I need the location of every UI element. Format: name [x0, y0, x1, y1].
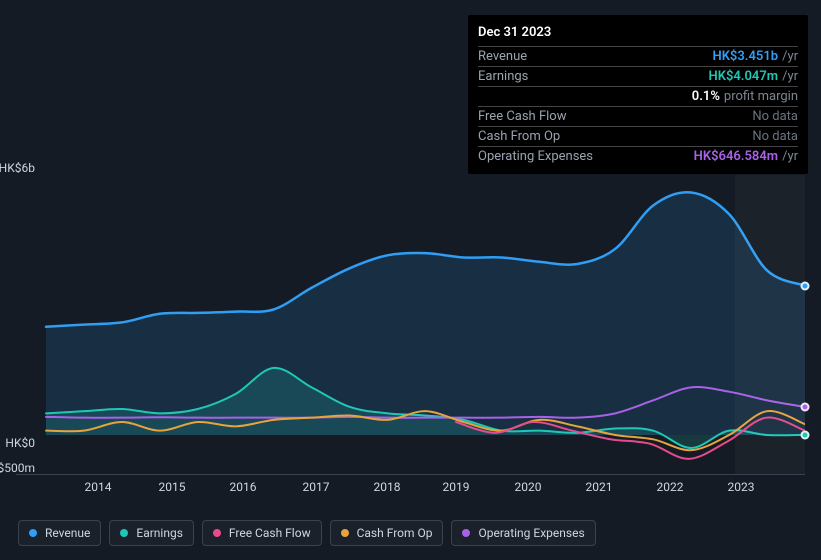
series-endpoint-opex — [801, 402, 810, 411]
x-axis-tick: 2019 — [443, 480, 470, 494]
tooltip-row-value: No data — [752, 129, 798, 144]
legend-dot-icon — [341, 529, 349, 537]
tooltip-date: Dec 31 2023 — [478, 21, 798, 46]
legend-item-fcf[interactable]: Free Cash Flow — [202, 520, 322, 546]
legend-item-label: Revenue — [45, 526, 90, 540]
tooltip-row-label: Cash From Op — [478, 129, 560, 144]
x-axis-tick: 2018 — [374, 480, 401, 494]
x-axis-tick: 2020 — [515, 480, 542, 494]
legend-dot-icon — [462, 529, 470, 537]
tooltip-row: Earnings HK$4.047m/yr — [478, 66, 798, 86]
y-axis-label: HK$6b — [0, 161, 35, 175]
legend-item-opex[interactable]: Operating Expenses — [451, 520, 595, 546]
tooltip-row: Operating Expenses HK$646.584m/yr — [478, 146, 798, 166]
legend-item-label: Earnings — [136, 526, 183, 540]
chart-legend: Revenue Earnings Free Cash Flow Cash From O… — [18, 520, 596, 546]
chart: HK$6bHK$0-HK$500m 2014201520162017201820… — [16, 155, 805, 495]
tooltip-row-label: Free Cash Flow — [478, 109, 566, 124]
x-axis-tick: 2014 — [85, 480, 112, 494]
tooltip-row-value: HK$4.047m/yr — [709, 69, 799, 84]
tooltip-row: Free Cash Flow No data — [478, 106, 798, 126]
legend-item-label: Cash From Op — [357, 526, 433, 540]
series-endpoint-revenue — [801, 281, 810, 290]
tooltip-row-value: HK$646.584m/yr — [694, 149, 798, 164]
tooltip-row-label: Earnings — [478, 69, 528, 84]
tooltip-row: 0.1%profit margin — [478, 86, 798, 106]
x-axis-tick: 2016 — [230, 480, 257, 494]
chart-hover-band — [735, 175, 805, 474]
tooltip-row: Revenue HK$3.451b/yr — [478, 46, 798, 66]
tooltip-card: Dec 31 2023 Revenue HK$3.451b/yr Earnings H… — [468, 15, 808, 174]
tooltip-row-label: Operating Expenses — [478, 149, 593, 164]
legend-item-earnings[interactable]: Earnings — [109, 520, 194, 546]
legend-item-cashop[interactable]: Cash From Op — [330, 520, 444, 546]
x-axis-tick: 2015 — [159, 480, 186, 494]
series-endpoint-earnings — [801, 430, 810, 439]
legend-dot-icon — [29, 529, 37, 537]
x-axis-tick: 2021 — [586, 480, 613, 494]
x-axis-tick: 2023 — [728, 480, 755, 494]
tooltip-row-value: 0.1%profit margin — [692, 89, 798, 104]
legend-dot-icon — [120, 529, 128, 537]
legend-item-revenue[interactable]: Revenue — [18, 520, 101, 546]
legend-item-label: Free Cash Flow — [229, 526, 311, 540]
x-axis-tick: 2022 — [657, 480, 684, 494]
chart-x-axis: 2014 2015 2016 2017 2018 2019 2020 2021 2022 2023 — [16, 480, 805, 500]
tooltip-row: Cash From Op No data — [478, 126, 798, 146]
tooltip-row-value: No data — [752, 109, 798, 124]
x-axis-tick: 2017 — [303, 480, 330, 494]
tooltip-row-label: Revenue — [478, 49, 527, 64]
chart-plot[interactable] — [16, 175, 805, 475]
chart-svg — [16, 175, 805, 475]
legend-item-label: Operating Expenses — [478, 526, 584, 540]
legend-dot-icon — [213, 529, 221, 537]
tooltip-row-value: HK$3.451b/yr — [712, 49, 798, 64]
